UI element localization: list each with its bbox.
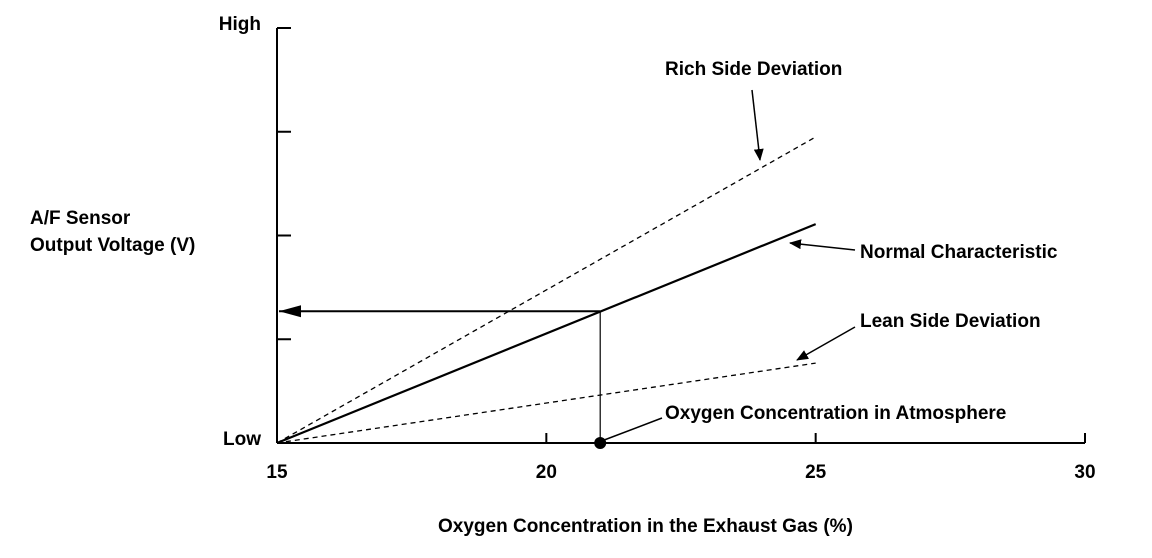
series-line <box>276 136 816 444</box>
series-line <box>276 223 817 445</box>
reference-label: Oxygen Concentration in Atmosphere <box>665 403 1006 424</box>
x-tick-label: 25 <box>805 462 827 483</box>
y-axis-label: Output Voltage (V) <box>30 235 195 256</box>
y-axis-label: A/F Sensor <box>30 208 131 229</box>
series-line <box>276 362 816 444</box>
series-leader <box>789 239 856 251</box>
y-tick-label: Low <box>223 429 261 450</box>
x-tick-label: 30 <box>1074 462 1095 483</box>
reference-leader <box>603 417 663 441</box>
x-tick-label: 20 <box>536 462 557 483</box>
reference-arrowhead <box>279 305 301 318</box>
x-tick-label: 15 <box>266 462 288 483</box>
y-tick-label: High <box>219 14 261 35</box>
reference-point <box>594 437 607 449</box>
series-label: Lean Side Deviation <box>860 311 1041 332</box>
series-leader <box>751 89 764 161</box>
series-leader <box>796 326 856 361</box>
series-label: Rich Side Deviation <box>665 59 842 80</box>
series-label: Normal Characteristic <box>860 242 1058 263</box>
x-axis-label: Oxygen Concentration in the Exhaust Gas … <box>438 516 853 537</box>
